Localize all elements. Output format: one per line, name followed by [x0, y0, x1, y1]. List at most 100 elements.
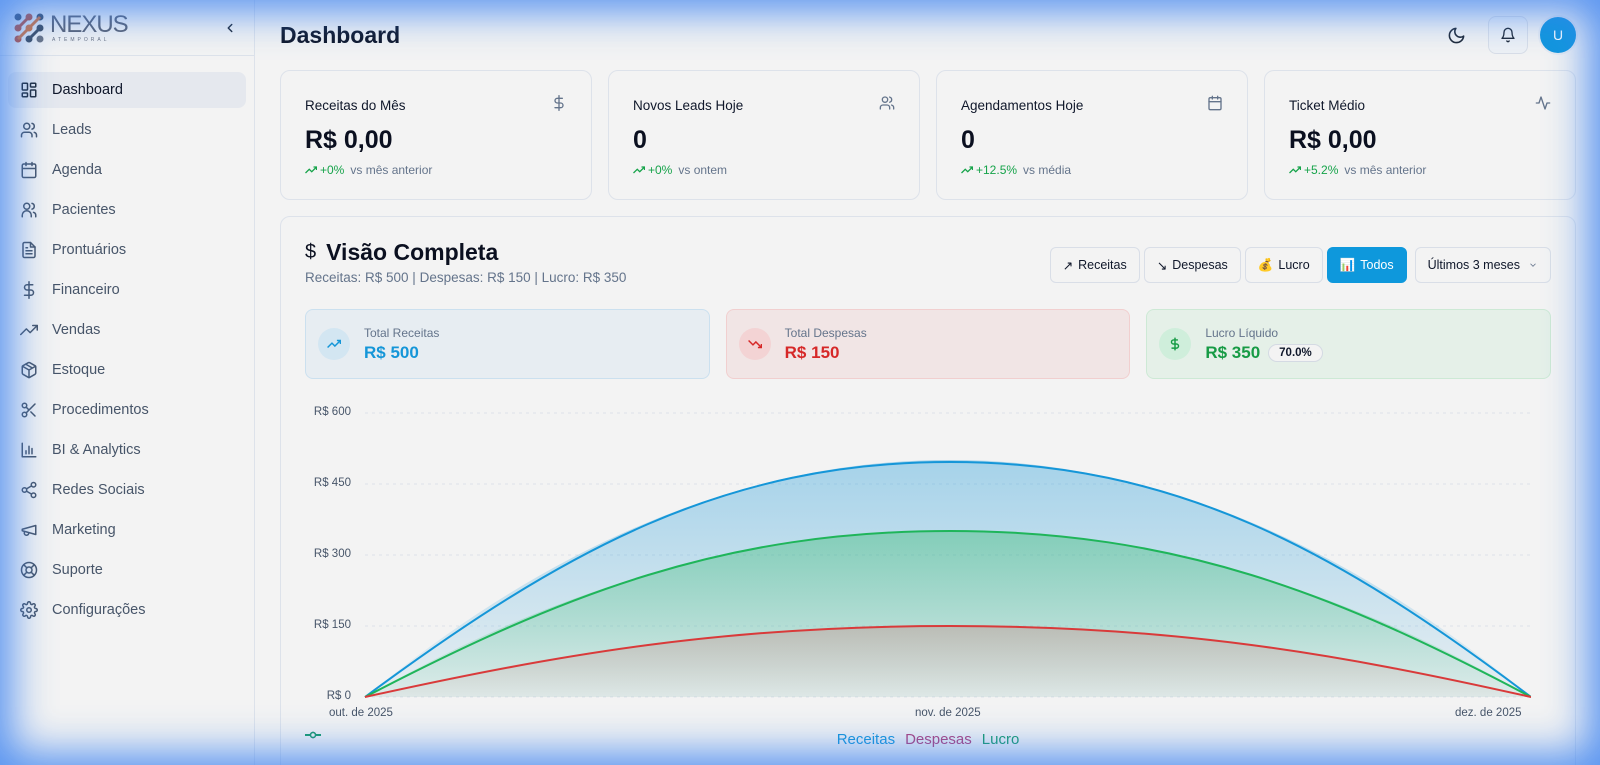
sidebar-item-label: Vendas: [52, 322, 101, 338]
logo-name: NEXUS: [50, 10, 129, 38]
trending-up-icon: [961, 166, 973, 174]
stat-compare: vs mês anterior: [1344, 163, 1427, 177]
scissors-icon: [21, 402, 36, 418]
overview-panel: $ Visão Completa Receitas: R$ 500 | Desp…: [280, 216, 1576, 765]
legend-item-lucro[interactable]: Lucro: [305, 731, 1019, 748]
user-avatar[interactable]: U: [1540, 17, 1576, 53]
sidebar-item-marketing[interactable]: Marketing: [8, 512, 246, 548]
stat-compare: vs ontem: [678, 163, 728, 177]
panel-title: $ Visão Completa: [305, 239, 626, 266]
legend-line-icon: [305, 731, 321, 739]
filter-label: Receitas: [1078, 258, 1127, 272]
dollar-icon: [554, 95, 564, 111]
stat-card-revenue: Receitas do Mês R$ 0,00 +0% vs mês anter…: [280, 70, 592, 200]
trending-up-icon: [20, 324, 38, 336]
stats-row: Receitas do Mês R$ 0,00 +0% vs mês anter…: [280, 70, 1576, 200]
filter-despesas-button[interactable]: ↘ Despesas: [1143, 247, 1241, 283]
top-actions: U: [1436, 16, 1576, 54]
area-chart: R$ 600 R$ 450 R$ 300 R$ 150 R$ 0: [305, 399, 1551, 759]
filter-lucro-button[interactable]: 💰 Lucro: [1244, 247, 1323, 283]
sidebar-item-label: Dashboard: [52, 82, 123, 98]
chevron-left-icon: [227, 23, 233, 32]
trending-up-icon: [633, 166, 645, 174]
stat-title: Agendamentos Hoje: [961, 98, 1084, 113]
sidebar-header: NEXUS ATEMPORAL: [0, 0, 254, 56]
trending-down-icon: [747, 339, 762, 349]
trending-up-icon: ↗: [1062, 258, 1074, 273]
summary-label: Total Despesas: [784, 325, 867, 340]
stat-compare: vs média: [1023, 163, 1072, 177]
sidebar-item-vendas[interactable]: Vendas: [8, 312, 246, 348]
profit-margin-badge: 70.0%: [1268, 343, 1323, 362]
stat-card-leads: Novos Leads Hoje 0 +0% vs ontem: [608, 70, 920, 200]
y-tick: R$ 600: [313, 406, 351, 418]
sidebar-item-agenda[interactable]: Agenda: [8, 152, 246, 188]
filter-label: Todos: [1360, 258, 1394, 272]
life-buoy-icon: [20, 561, 38, 579]
users-icon: [879, 96, 895, 110]
chevron-down-icon: [1530, 263, 1536, 267]
sidebar-item-label: Configurações: [52, 602, 146, 618]
page-title: Dashboard: [280, 21, 401, 48]
sidebar-item-label: BI & Analytics: [52, 442, 141, 458]
sidebar-item-suporte[interactable]: Suporte: [8, 552, 246, 588]
stat-delta: +12.5%: [976, 163, 1018, 177]
summary-cards: Total Receitas R$ 500 Total Despesas R$ …: [305, 309, 1551, 379]
sidebar-item-redes-sociais[interactable]: Redes Sociais: [8, 472, 246, 508]
legend-item-despesas[interactable]: Despesas: [305, 731, 972, 748]
collapse-sidebar-button[interactable]: [218, 16, 242, 40]
y-tick: R$ 150: [313, 619, 351, 631]
sidebar-item-bi-analytics[interactable]: BI & Analytics: [8, 432, 246, 468]
sidebar: NEXUS ATEMPORAL Dashboard Leads Agenda: [0, 0, 255, 765]
filter-todos-button[interactable]: 📊 Todos: [1326, 247, 1407, 283]
summary-label: Total Receitas: [364, 325, 440, 340]
sidebar-item-label: Suporte: [52, 562, 103, 578]
sidebar-item-configuracoes[interactable]: Configurações: [8, 592, 246, 628]
summary-label: Lucro Líquido: [1205, 325, 1279, 340]
topbar: Dashboard U: [280, 0, 1576, 70]
trending-down-icon: ↘: [1156, 258, 1168, 273]
logo-subtitle: ATEMPORAL: [52, 36, 110, 43]
money-bag-icon: 💰: [1257, 257, 1274, 272]
sidebar-item-label: Estoque: [52, 362, 106, 378]
stat-delta: +0%: [320, 163, 345, 177]
summary-expenses: Total Despesas R$ 150: [725, 309, 1131, 379]
stat-card-appointments: Agendamentos Hoje 0 +12.5% vs média: [936, 70, 1248, 200]
stat-title: Novos Leads Hoje: [633, 98, 744, 113]
sidebar-item-label: Redes Sociais: [52, 482, 145, 498]
sidebar-item-leads[interactable]: Leads: [8, 112, 246, 148]
sidebar-item-financeiro[interactable]: Financeiro: [8, 272, 246, 308]
calendar-icon: [21, 161, 37, 179]
stat-delta: +5.2%: [1304, 163, 1339, 177]
logo[interactable]: NEXUS ATEMPORAL: [12, 10, 129, 45]
moon-icon: [1448, 27, 1464, 43]
sidebar-item-dashboard[interactable]: Dashboard: [8, 72, 246, 108]
notifications-button[interactable]: [1488, 16, 1528, 54]
x-tick: dez. de 2025: [1455, 707, 1522, 719]
sidebar-item-pacientes[interactable]: Pacientes: [8, 192, 246, 228]
sidebar-item-prontuarios[interactable]: Prontuários: [8, 232, 246, 268]
dollar-icon: [23, 281, 35, 299]
file-text-icon: [22, 241, 36, 259]
sidebar-item-estoque[interactable]: Estoque: [8, 352, 246, 388]
calendar-icon: [1208, 95, 1222, 111]
filter-receitas-button[interactable]: ↗ Receitas: [1049, 247, 1140, 283]
stat-value: 0: [633, 126, 647, 154]
summary-value: R$ 500: [364, 342, 419, 362]
x-tick: nov. de 2025: [915, 707, 981, 719]
stat-title: Ticket Médio: [1289, 98, 1366, 113]
stat-value: R$ 0,00: [1289, 126, 1377, 154]
sidebar-nav: Dashboard Leads Agenda Pacientes Prontuá…: [0, 56, 254, 648]
period-select[interactable]: Últimos 3 meses: [1414, 247, 1551, 283]
theme-toggle-button[interactable]: [1436, 16, 1476, 54]
sidebar-item-label: Prontuários: [52, 242, 127, 258]
stat-card-avg-ticket: Ticket Médio R$ 0,00 +5.2% vs mês anteri…: [1264, 70, 1576, 200]
stat-value: 0: [961, 126, 975, 154]
legend-item-receitas[interactable]: Receitas: [305, 731, 895, 748]
user-group-icon: [21, 202, 37, 218]
sidebar-item-label: Agenda: [52, 162, 102, 178]
bar-chart-icon: [21, 442, 37, 458]
sidebar-item-procedimentos[interactable]: Procedimentos: [8, 392, 246, 428]
y-tick: R$ 450: [313, 477, 351, 489]
